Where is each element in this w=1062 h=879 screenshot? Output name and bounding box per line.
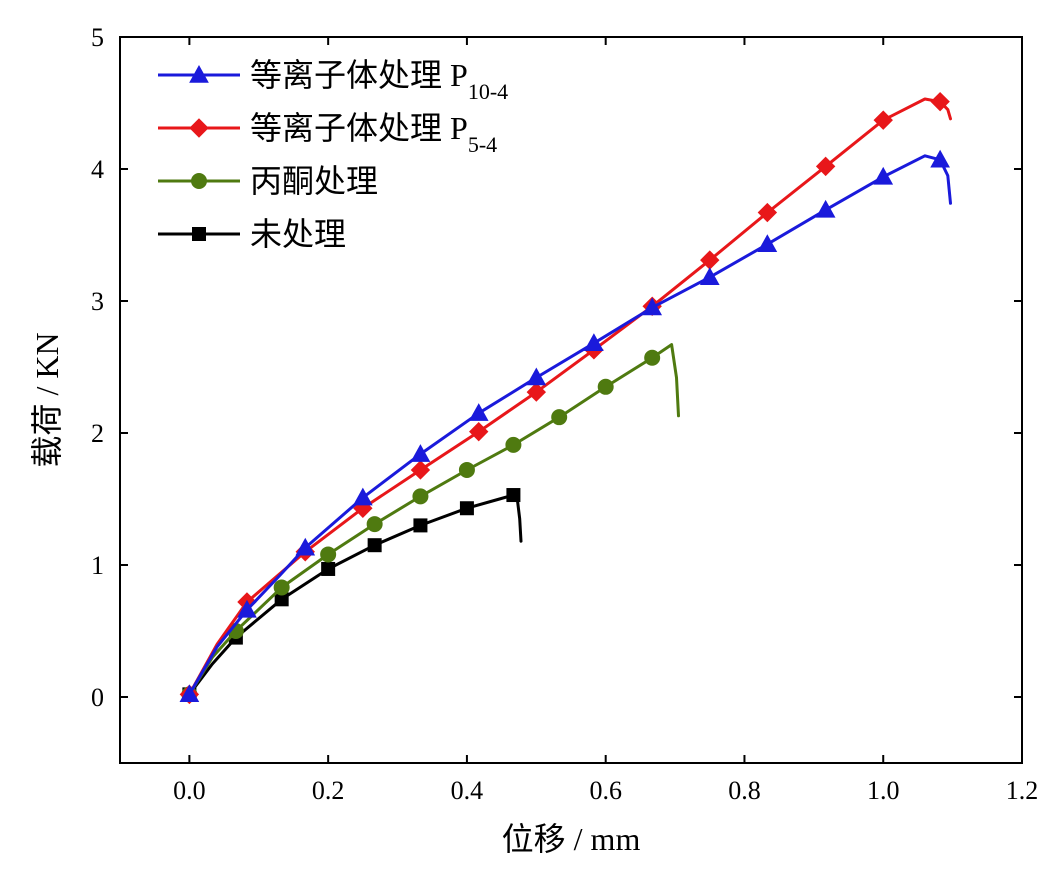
circle-marker (458, 461, 475, 478)
triangle-marker (352, 487, 373, 506)
y-tick-label: 2 (91, 419, 104, 448)
y-tick-label: 1 (91, 551, 104, 580)
x-tick-label: 0.8 (728, 776, 761, 805)
triangle-marker (526, 367, 547, 386)
legend-diamond-marker (189, 118, 209, 138)
y-tick-label: 4 (91, 155, 104, 184)
legend-triangle-marker (189, 64, 209, 83)
x-axis-title: 位移 / mm (502, 821, 641, 857)
legend-label-subscript: 5-4 (468, 132, 497, 157)
series-square (182, 488, 523, 702)
legend-circle-marker (191, 173, 207, 189)
triangle-marker (584, 333, 604, 351)
legend-square-marker (192, 227, 206, 241)
x-tick-label: 0.4 (451, 776, 484, 805)
diamond-marker (526, 382, 547, 402)
circle-marker (505, 436, 522, 453)
plot-frame (119, 36, 1023, 764)
triangle-marker (642, 297, 663, 316)
x-tick-label: 0.6 (589, 776, 622, 805)
diamond-marker (873, 110, 893, 130)
diamond-marker (469, 421, 489, 442)
legend-label: 未处理 (250, 216, 346, 252)
triangle-marker (179, 684, 200, 703)
square-marker (321, 561, 336, 576)
triangle-marker (873, 166, 894, 185)
diamond-marker (410, 460, 431, 480)
legend-entry: 等离子体处理 P5-4 (158, 110, 497, 157)
triangle-marker (930, 149, 950, 168)
series-layer (179, 91, 952, 705)
circle-marker (597, 378, 614, 395)
circle-marker (644, 349, 661, 366)
series-line (187, 493, 523, 696)
square-marker (413, 518, 428, 533)
triangle-marker (237, 599, 257, 618)
axis-ticks: 0.0 0.2 0.4 0.6 0.8 1.0 1.2 0 1 2 3 4 5 (91, 23, 1038, 805)
y-tick-label: 5 (91, 23, 104, 52)
diamond-marker (815, 156, 836, 177)
legend-label: 等离子体处理 P10-4 (250, 57, 508, 104)
triangle-marker (699, 267, 720, 285)
x-tick-label: 1.0 (867, 776, 900, 805)
diamond-marker (930, 91, 950, 112)
legend-entry: 未处理 (158, 216, 346, 252)
x-tick-label: 0.0 (173, 776, 206, 805)
circle-marker (366, 516, 383, 533)
triangle-marker (815, 199, 836, 218)
legend-label: 丙酮处理 (250, 163, 378, 199)
y-tick-label: 3 (91, 287, 104, 316)
circle-marker (320, 546, 337, 563)
triangle-marker (757, 234, 778, 252)
legend-entry: 丙酮处理 (158, 163, 378, 199)
circle-marker (412, 488, 429, 505)
triangle-marker (410, 444, 431, 462)
diamond-marker (757, 202, 778, 223)
circle-marker (551, 409, 568, 426)
legend-label: 等离子体处理 P5-4 (250, 110, 497, 157)
square-marker (367, 538, 382, 553)
triangle-marker (295, 537, 316, 556)
series-triangle (179, 149, 952, 703)
triangle-marker (468, 403, 489, 421)
x-tick-label: 0.2 (312, 776, 345, 805)
legend-entry: 等离子体处理 P10-4 (158, 57, 508, 104)
square-marker (506, 488, 521, 503)
square-marker (459, 501, 474, 516)
y-axis-title: 载荷 / KN (29, 332, 65, 467)
y-tick-label: 0 (91, 683, 104, 712)
circle-marker (273, 579, 290, 596)
x-tick-label: 1.2 (1006, 776, 1039, 805)
legend-label-subscript: 10-4 (468, 79, 508, 104)
